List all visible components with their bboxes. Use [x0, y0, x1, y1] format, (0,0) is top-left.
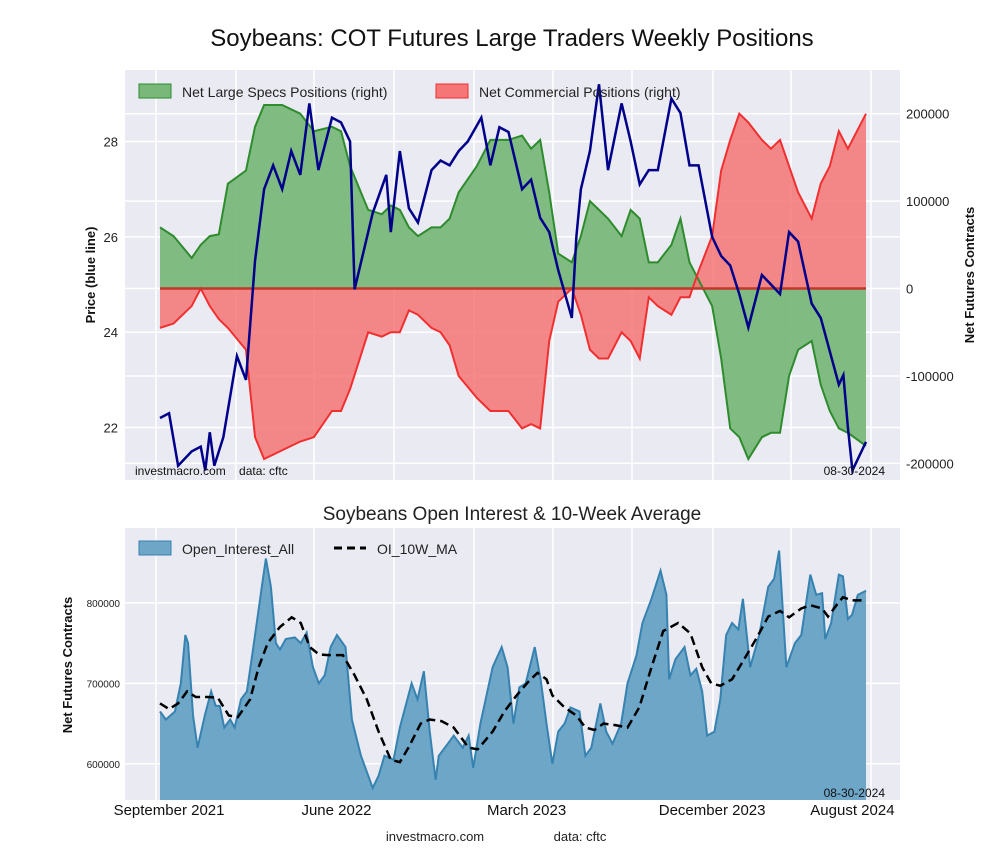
legend-label-specs: Net Large Specs Positions (right)	[182, 84, 387, 100]
right-tick-label: -200000	[906, 456, 954, 471]
bottom-date-label: 08-30-2024	[824, 786, 886, 800]
legend-swatch-open-interest	[138, 540, 172, 556]
legend-label-open-interest: Open_Interest_All	[182, 541, 294, 557]
top-watermark: investmacro.com data: cftc	[135, 464, 288, 478]
price-line	[159, 84, 868, 476]
x-tick-label: September 2021	[114, 802, 225, 819]
left-tick-label: 22	[104, 421, 118, 436]
x-tick-label: December 2023	[659, 802, 766, 819]
right-tick-label: 200000	[906, 107, 949, 122]
y-tick-label: 600000	[87, 760, 121, 771]
bottom-tick-labels: 600000 700000 800000 September 2021 June 202…	[87, 599, 895, 819]
specs-line	[159, 103, 867, 462]
left-tick-label: 28	[104, 135, 118, 150]
left-tick-label: 24	[104, 325, 118, 340]
left-tick-label: 26	[104, 230, 118, 245]
x-tick-label: June 2022	[301, 802, 371, 819]
bottom-chart-title: Soybeans Open Interest & 10-Week Average	[323, 504, 701, 525]
top-legend: Net Large Specs Positions (right) Net Co…	[138, 83, 681, 100]
bottom-y-axis-label: Net Futures Contracts	[60, 597, 75, 734]
y-tick-label: 800000	[87, 599, 121, 610]
top-right-axis-label: Net Futures Contracts	[962, 207, 977, 344]
top-tick-labels: 22 24 26 28 -200000 -100000 0 100000 200000	[104, 107, 954, 472]
y-tick-label: 700000	[87, 679, 121, 690]
top-marks	[159, 84, 868, 476]
right-tick-label: 0	[906, 282, 913, 297]
ma-line	[159, 595, 866, 764]
top-left-axis-label: Price (blue line)	[83, 227, 98, 324]
legend-label-commercial: Net Commercial Positions (right)	[479, 84, 681, 100]
legend-swatch-commercial	[435, 83, 469, 99]
top-chart-title: Soybeans: COT Futures Large Traders Week…	[210, 25, 813, 52]
right-tick-label: -100000	[906, 369, 954, 384]
right-tick-label: 100000	[906, 194, 949, 209]
open-interest-area	[160, 550, 866, 800]
top-date-label: 08-30-2024	[824, 464, 886, 478]
specs-area	[160, 104, 866, 460]
legend-label-ma: OI_10W_MA	[377, 541, 458, 557]
x-tick-label: March 2023	[487, 802, 566, 819]
bottom-marks	[159, 550, 867, 800]
open-interest-line	[159, 550, 867, 791]
commercial-line	[159, 111, 867, 461]
bottom-legend: Open_Interest_All OI_10W_MA	[138, 540, 458, 557]
footer-source: data: cftc	[554, 829, 607, 844]
commercial-area	[160, 113, 866, 460]
legend-swatch-specs	[138, 83, 172, 99]
x-tick-label: August 2024	[810, 802, 894, 819]
footer-site: investmacro.com	[386, 829, 484, 844]
